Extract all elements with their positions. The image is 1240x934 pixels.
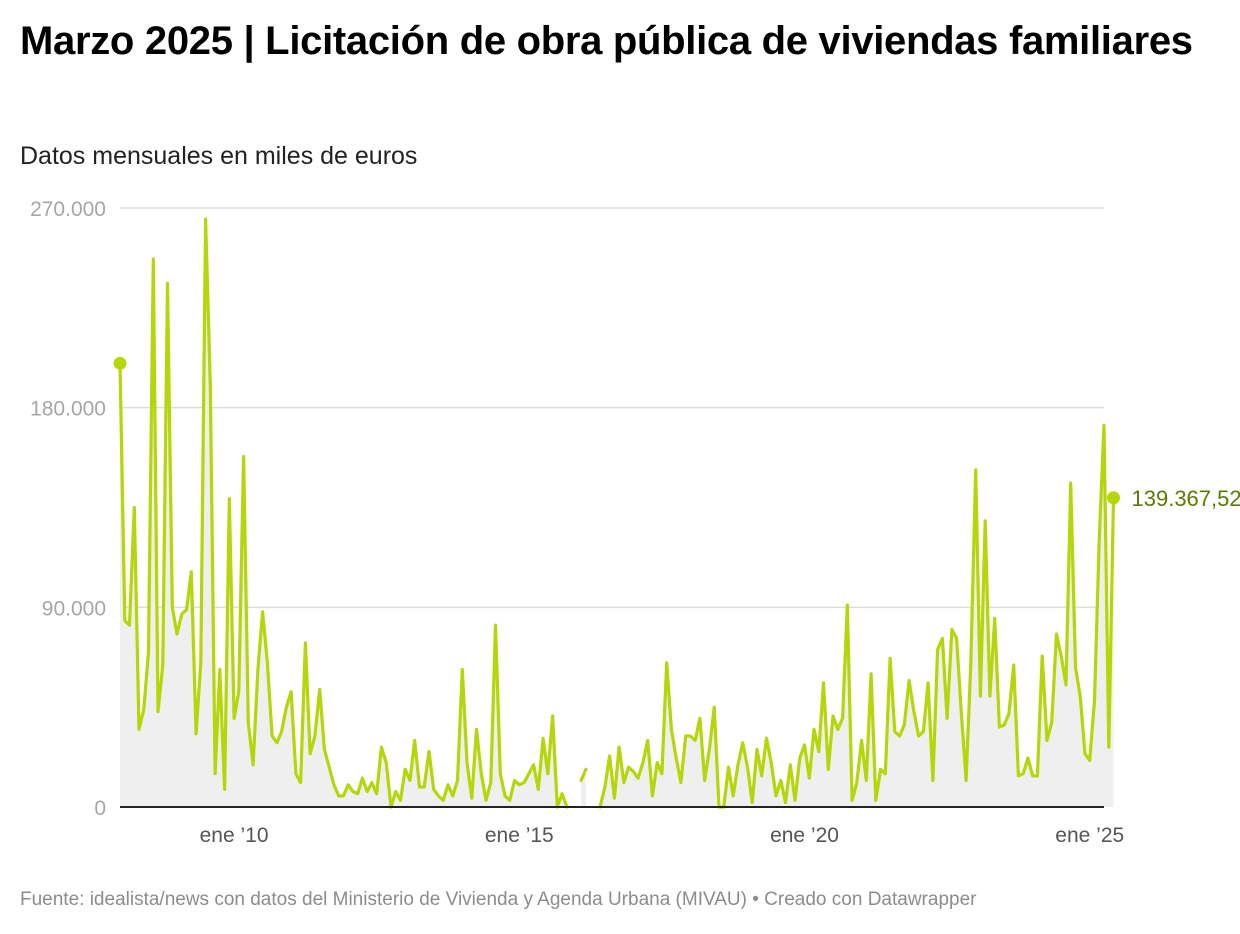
y-tick-label: 180.000 <box>30 398 106 421</box>
last-point-marker <box>1107 491 1121 505</box>
y-tick-label: 90.000 <box>42 597 106 620</box>
source-note: Fuente: idealista/news con datos del Min… <box>20 889 977 910</box>
first-point-marker <box>113 356 127 370</box>
y-tick-label: 0 <box>94 797 106 820</box>
x-tick-label: ene ’10 <box>200 824 269 847</box>
x-tick-label: ene ’25 <box>1055 824 1124 847</box>
series-line <box>598 423 1116 809</box>
y-axis: 0 90.000 180.000 270.000 <box>30 198 106 820</box>
line-layer <box>118 217 1116 809</box>
markers: 139.367,52 <box>113 356 1240 511</box>
chart-title: Marzo 2025 | Licitación de obra pública … <box>20 19 1193 63</box>
x-tick-label: ene ’20 <box>770 824 839 847</box>
series-line <box>579 767 588 782</box>
grid <box>120 207 1104 609</box>
last-value-label: 139.367,52 <box>1132 486 1240 511</box>
area-layer <box>120 219 1114 808</box>
x-axis: ene ’10 ene ’15 ene ’20 ene ’25 <box>120 806 1124 847</box>
y-tick-label: 270.000 <box>30 198 106 221</box>
chart-subtitle: Datos mensuales en miles de euros <box>20 142 418 170</box>
area-fill <box>600 425 1114 807</box>
series-line <box>118 217 569 809</box>
x-tick-label: ene ’15 <box>485 824 554 847</box>
